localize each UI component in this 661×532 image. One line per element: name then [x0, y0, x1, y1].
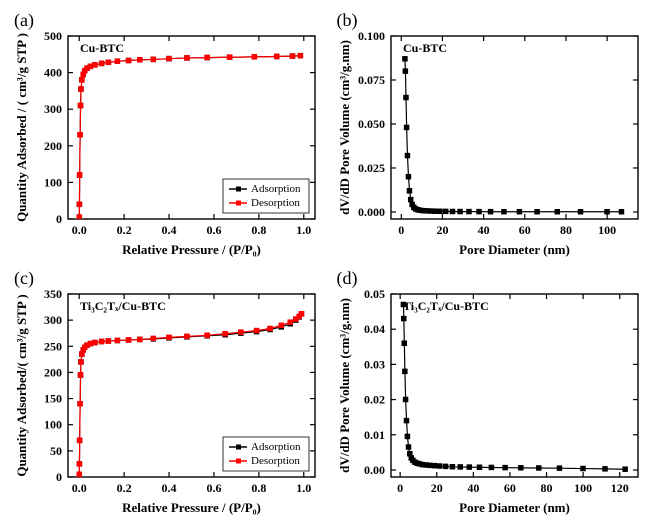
svg-text:80: 80	[559, 223, 571, 237]
svg-text:200: 200	[44, 139, 62, 153]
svg-text:0.000: 0.000	[358, 205, 385, 219]
svg-text:20: 20	[436, 223, 448, 237]
svg-text:0: 0	[56, 212, 62, 226]
svg-text:Ti₃C₂Tₓ/Cu-BTC: Ti₃C₂Tₓ/Cu-BTC	[403, 299, 489, 313]
panel-tag-b: (b)	[337, 10, 358, 31]
panel-tag-c: (c)	[14, 268, 34, 289]
panel-a: (a) 0.0 0.2 0.4 0.6 0.8 1.0 0 100 200 300 400 500 Re…	[10, 10, 329, 264]
svg-text:300: 300	[44, 102, 62, 116]
svg-text:1.0: 1.0	[296, 481, 311, 495]
chart-b: 0 20 40 60 80 100 0.000 0.025 0.050 0.075 0.100 Por…	[333, 26, 648, 264]
svg-text:0.03: 0.03	[364, 357, 385, 371]
svg-text:Relative Pressure / (P/P₀): Relative Pressure / (P/P₀)	[122, 500, 261, 515]
svg-text:120: 120	[610, 481, 628, 495]
panel-tag-a: (a)	[14, 10, 34, 31]
svg-text:0.6: 0.6	[206, 223, 221, 237]
svg-text:100: 100	[44, 418, 62, 432]
svg-text:Pore Diameter (nm): Pore Diameter (nm)	[459, 242, 570, 257]
svg-text:400: 400	[44, 66, 62, 80]
svg-text:40: 40	[467, 481, 479, 495]
svg-text:100: 100	[574, 481, 592, 495]
svg-text:60: 60	[503, 481, 515, 495]
svg-text:0.04: 0.04	[364, 322, 385, 336]
chart-d: 0 20 40 60 80 100 120 0.00 0.01 0.02 0.03 0.04 0.05 P…	[333, 284, 648, 522]
figure-grid: (a) 0.00.20.40.60.81.00100200300400500Re…	[10, 10, 651, 522]
svg-text:0.025: 0.025	[358, 161, 385, 175]
svg-text:dV/dD Pore Volume (cm³/g.nm): dV/dD Pore Volume (cm³/g.nm)	[337, 298, 352, 473]
svg-text:0: 0	[397, 481, 403, 495]
svg-text:0.2: 0.2	[117, 223, 132, 237]
svg-text:0: 0	[56, 470, 62, 484]
svg-text:0: 0	[398, 223, 404, 237]
svg-text:Desorption: Desorption	[251, 455, 300, 467]
panel-b: (b) 0 20 40 60 80 100 0.000 0.025 0.050 0.075 0.10…	[333, 10, 652, 264]
svg-text:150: 150	[44, 392, 62, 406]
svg-text:Adsorption: Adsorption	[251, 183, 301, 195]
svg-text:Pore Diameter (nm): Pore Diameter (nm)	[459, 500, 570, 515]
svg-text:0.4: 0.4	[162, 481, 177, 495]
svg-text:0.05: 0.05	[364, 287, 385, 301]
svg-text:200: 200	[44, 365, 62, 379]
svg-text:0.01: 0.01	[364, 428, 385, 442]
svg-text:0.4: 0.4	[162, 223, 177, 237]
svg-text:350: 350	[44, 287, 62, 301]
svg-text:Quantity Adsorbed/( cm³/g STP: Quantity Adsorbed/( cm³/g STP )	[14, 294, 29, 476]
svg-text:0.2: 0.2	[117, 481, 132, 495]
svg-text:1.0: 1.0	[296, 223, 311, 237]
svg-text:500: 500	[44, 29, 62, 43]
svg-text:Relative Pressure / (P/P₀): Relative Pressure / (P/P₀)	[122, 242, 261, 257]
svg-text:0.0: 0.0	[72, 223, 87, 237]
svg-text:0.00: 0.00	[364, 463, 385, 477]
svg-text:Cu-BTC: Cu-BTC	[80, 41, 124, 55]
svg-text:300: 300	[44, 313, 62, 327]
svg-text:0.8: 0.8	[251, 481, 266, 495]
svg-text:80: 80	[540, 481, 552, 495]
svg-text:Cu-BTC: Cu-BTC	[403, 41, 447, 55]
svg-text:0.050: 0.050	[358, 117, 385, 131]
svg-text:0.0: 0.0	[72, 481, 87, 495]
svg-text:250: 250	[44, 339, 62, 353]
svg-text:0.075: 0.075	[358, 73, 385, 87]
svg-text:Desorption: Desorption	[251, 197, 300, 209]
svg-text:0.6: 0.6	[206, 481, 221, 495]
chart-a: 0.0 0.2 0.4 0.6 0.8 1.0 0 100 200 300 400 500 Relati…	[10, 26, 325, 264]
svg-text:Adsorption: Adsorption	[251, 441, 301, 453]
svg-text:0.02: 0.02	[364, 393, 385, 407]
svg-text:40: 40	[477, 223, 489, 237]
panel-d: (d) 0204060801001200.000.010.020.030.040…	[333, 268, 652, 522]
svg-text:Quantity Adsorbed / ( cm³/g ST: Quantity Adsorbed / ( cm³/g STP )	[14, 33, 29, 222]
svg-text:50: 50	[50, 444, 62, 458]
panel-tag-d: (d)	[337, 268, 358, 289]
svg-text:0.100: 0.100	[358, 29, 385, 43]
svg-text:20: 20	[430, 481, 442, 495]
chart-c: 0.0 0.2 0.4 0.6 0.8 1.0 0 50 100 150 200 250 300 350 R…	[10, 284, 325, 522]
svg-text:Ti₃C₂Tₓ/Cu-BTC: Ti₃C₂Tₓ/Cu-BTC	[80, 299, 166, 313]
svg-text:100: 100	[44, 175, 62, 189]
svg-text:dV/dD Pore Volume (cm³/g.nm): dV/dD Pore Volume (cm³/g.nm)	[337, 40, 352, 215]
svg-text:100: 100	[598, 223, 616, 237]
svg-text:60: 60	[518, 223, 530, 237]
svg-text:0.8: 0.8	[251, 223, 266, 237]
panel-c: (c) 0.0 0.2 0.4 0.6 0.8 1.0 0 50 100 150 200 250 300…	[10, 268, 329, 522]
